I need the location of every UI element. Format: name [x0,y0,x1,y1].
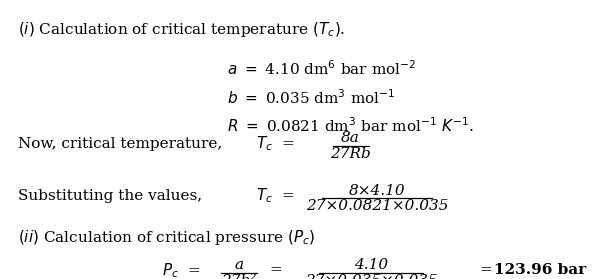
Text: 27×0.035×0.035: 27×0.035×0.035 [305,274,438,279]
Text: $T_c$  =: $T_c$ = [256,134,295,153]
Text: Substituting the values,: Substituting the values, [18,189,202,203]
Text: 8×4.10: 8×4.10 [349,184,405,198]
Text: $P_c$  =: $P_c$ = [162,261,200,279]
Text: $(ii)$ Calculation of critical pressure $(P_c)$: $(ii)$ Calculation of critical pressure … [18,228,316,247]
Text: Now, critical temperature,: Now, critical temperature, [18,137,223,151]
Text: $b$ $=$ 0.035 dm$^3$ mol$^{-1}$: $b$ $=$ 0.035 dm$^3$ mol$^{-1}$ [227,88,395,107]
Text: $R$ $=$ 0.0821 dm$^3$ bar mol$^{-1}$ $K^{-1}.$: $R$ $=$ 0.0821 dm$^3$ bar mol$^{-1}$ $K^… [227,116,474,135]
Text: 27b²: 27b² [221,274,256,279]
Text: 4.10: 4.10 [354,258,388,272]
Text: 27×0.0821×0.035: 27×0.0821×0.035 [306,199,448,213]
Text: =: = [480,263,498,277]
Text: =: = [270,263,282,277]
Text: $(i)$ Calculation of critical temperature $(T_c).$: $(i)$ Calculation of critical temperatur… [18,20,345,39]
Text: $T_c$  =: $T_c$ = [256,186,295,205]
Text: 27Rb: 27Rb [330,147,371,161]
Text: $a$ $=$ 4.10 dm$^6$ bar mol$^{-2}$: $a$ $=$ 4.10 dm$^6$ bar mol$^{-2}$ [227,59,416,78]
Text: 123.96 bar: 123.96 bar [493,263,586,277]
Text: a: a [234,258,243,272]
Text: 8a: 8a [341,131,360,145]
